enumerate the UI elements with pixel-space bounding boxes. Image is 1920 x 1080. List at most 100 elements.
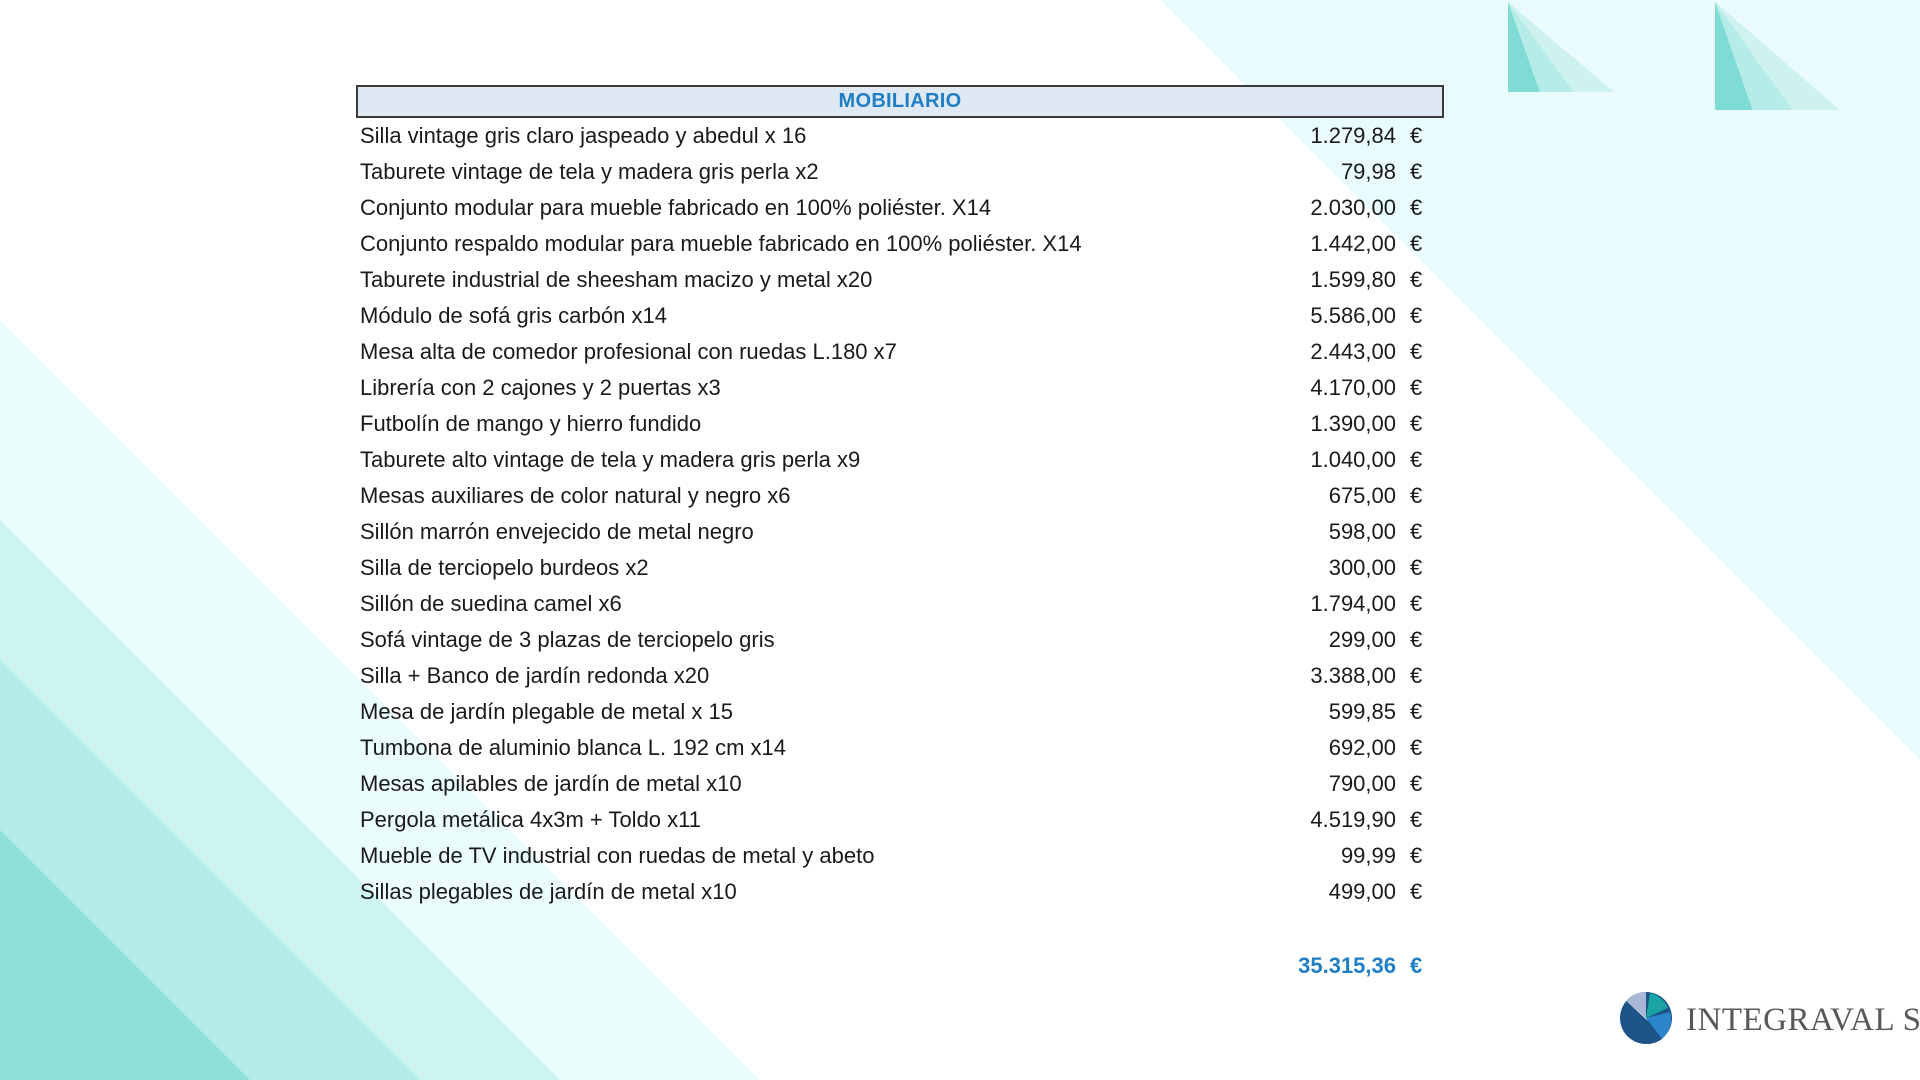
row-amount: 499,00: [1328, 879, 1396, 904]
table-header-row: MOBILIARIO: [356, 85, 1444, 118]
row-amount: 1.040,00: [1310, 447, 1396, 472]
row-amount: 1.390,00: [1310, 411, 1396, 436]
row-currency-symbol: €: [1410, 843, 1423, 868]
table-row: Sillón de suedina camel x6 1.794,00 €: [356, 586, 1444, 622]
row-currency-symbol: €: [1410, 267, 1423, 292]
triangle-band-mid: [1508, 2, 1574, 92]
row-currency-symbol: €: [1410, 771, 1423, 796]
row-amount: 1.794,00: [1310, 591, 1396, 616]
row-amount: 1.599,80: [1310, 267, 1396, 292]
row-currency-symbol: €: [1410, 807, 1423, 832]
table-row: Futbolín de mango y hierro fundido 1.390,…: [356, 406, 1444, 442]
row-description: Silla vintage gris claro jaspeado y abed…: [360, 123, 807, 148]
row-amount: 2.030,00: [1310, 195, 1396, 220]
row-amount: 1.442,00: [1310, 231, 1396, 256]
table-row: Conjunto respaldo modular para mueble fa…: [356, 226, 1444, 262]
row-currency-symbol: €: [1410, 735, 1423, 760]
furniture-price-table: MOBILIARIO Silla vintage gris claro jasp…: [356, 85, 1444, 984]
table-body: Silla vintage gris claro jaspeado y abed…: [356, 118, 1444, 910]
row-description: Silla de terciopelo burdeos x2: [360, 555, 649, 580]
total-amount: 35.315,36: [1298, 953, 1396, 978]
triangle-band-light: [1715, 2, 1840, 110]
row-amount: 598,00: [1328, 519, 1396, 544]
row-currency-symbol: €: [1410, 123, 1423, 148]
row-amount: 99,99: [1340, 843, 1396, 868]
table-row: Silla + Banco de jardín redonda x20 3.388…: [356, 658, 1444, 694]
row-amount: 599,85: [1328, 699, 1396, 724]
table-row: Sofá vintage de 3 plazas de terciopelo g…: [356, 622, 1444, 658]
company-name: INTEGRAVAL S.L: [1686, 1002, 1920, 1038]
row-currency-symbol: €: [1410, 627, 1423, 652]
triangle-band-dark: [1715, 2, 1753, 110]
row-description: Sillas plegables de jardín de metal x10: [360, 879, 737, 904]
row-description: Pergola metálica 4x3m + Toldo x11: [360, 807, 701, 832]
row-description: Mesa de jardín plegable de metal x 15: [360, 699, 734, 724]
row-currency-symbol: €: [1410, 519, 1423, 544]
row-amount: 790,00: [1328, 771, 1396, 796]
row-currency-symbol: €: [1410, 555, 1423, 580]
row-description: Taburete vintage de tela y madera gris p…: [360, 159, 819, 184]
row-currency-symbol: €: [1410, 699, 1423, 724]
table-row: Mesas auxiliares de color natural y negr…: [356, 478, 1444, 514]
table-row: Silla de terciopelo burdeos x2 300,00 €: [356, 550, 1444, 586]
row-amount: 692,00: [1328, 735, 1396, 760]
row-description: Conjunto respaldo modular para mueble fa…: [360, 231, 1082, 256]
row-currency-symbol: €: [1410, 159, 1423, 184]
row-currency-symbol: €: [1410, 591, 1423, 616]
table-row: Conjunto modular para mueble fabricado e…: [356, 190, 1444, 226]
table-row: Mesa de jardín plegable de metal x 15 599…: [356, 694, 1444, 730]
bottom-left-band-4: [0, 830, 250, 1080]
table-row: Módulo de sofá gris carbón x14 5.586,00 €: [356, 298, 1444, 334]
row-description: Mesas auxiliares de color natural y negr…: [360, 483, 791, 508]
row-description: Librería con 2 cajones y 2 puertas x3: [360, 375, 721, 400]
row-description: Sofá vintage de 3 plazas de terciopelo g…: [360, 627, 775, 652]
row-currency-symbol: €: [1410, 231, 1423, 256]
row-amount: 4.170,00: [1310, 375, 1396, 400]
row-currency-symbol: €: [1410, 375, 1423, 400]
total-currency-symbol: €: [1410, 953, 1423, 978]
triangle-band-mid: [1715, 2, 1793, 110]
row-currency-symbol: €: [1410, 663, 1423, 688]
row-currency-symbol: €: [1410, 447, 1423, 472]
table-row: Taburete industrial de sheesham macizo y…: [356, 262, 1444, 298]
row-description: Sillón de suedina camel x6: [360, 591, 622, 616]
row-amount: 79,98: [1340, 159, 1396, 184]
row-currency-symbol: €: [1410, 339, 1423, 364]
row-amount: 2.443,00: [1310, 339, 1396, 364]
row-description: Mesa alta de comedor profesional con rue…: [360, 339, 897, 364]
row-amount: 3.388,00: [1310, 663, 1396, 688]
table-row: Mueble de TV industrial con ruedas de me…: [356, 838, 1444, 874]
row-amount: 1.279,84: [1310, 123, 1396, 148]
row-currency-symbol: €: [1410, 195, 1423, 220]
table-row: Sillas plegables de jardín de metal x10 4…: [356, 874, 1444, 910]
row-currency-symbol: €: [1410, 411, 1423, 436]
row-description: Mesas apilables de jardín de metal x10: [360, 771, 742, 796]
row-currency-symbol: €: [1410, 483, 1423, 508]
deco-triangle-right: [1715, 2, 1840, 110]
table-row: Tumbona de aluminio blanca L. 192 cm x14…: [356, 730, 1444, 766]
row-description: Taburete industrial de sheesham macizo y…: [360, 267, 873, 292]
row-description: Futbolín de mango y hierro fundido: [360, 411, 702, 436]
table-row: Pergola metálica 4x3m + Toldo x11 4.519,9…: [356, 802, 1444, 838]
triangle-band-light: [1508, 2, 1614, 92]
row-description: Tumbona de aluminio blanca L. 192 cm x14: [360, 735, 786, 760]
table-row: Librería con 2 cajones y 2 puertas x3 4.1…: [356, 370, 1444, 406]
table-row: Taburete alto vintage de tela y madera g…: [356, 442, 1444, 478]
row-amount: 675,00: [1328, 483, 1396, 508]
table-total-row: 35.315,36 €: [356, 948, 1444, 984]
table-row: Mesas apilables de jardín de metal x10 79…: [356, 766, 1444, 802]
table-row: Sillón marrón envejecido de metal negro 5…: [356, 514, 1444, 550]
row-currency-symbol: €: [1410, 879, 1423, 904]
table-row: Silla vintage gris claro jaspeado y abed…: [356, 118, 1444, 154]
pie-chart-icon: [1618, 990, 1674, 1051]
row-description: Módulo de sofá gris carbón x14: [360, 303, 667, 328]
row-description: Mueble de TV industrial con ruedas de me…: [360, 843, 875, 868]
row-description: Conjunto modular para mueble fabricado e…: [360, 195, 992, 220]
row-description: Sillón marrón envejecido de metal negro: [360, 519, 754, 544]
triangle-band-dark: [1508, 2, 1540, 92]
row-amount: 300,00: [1328, 555, 1396, 580]
row-currency-symbol: €: [1410, 303, 1423, 328]
row-amount: 299,00: [1328, 627, 1396, 652]
row-amount: 4.519,90: [1310, 807, 1396, 832]
